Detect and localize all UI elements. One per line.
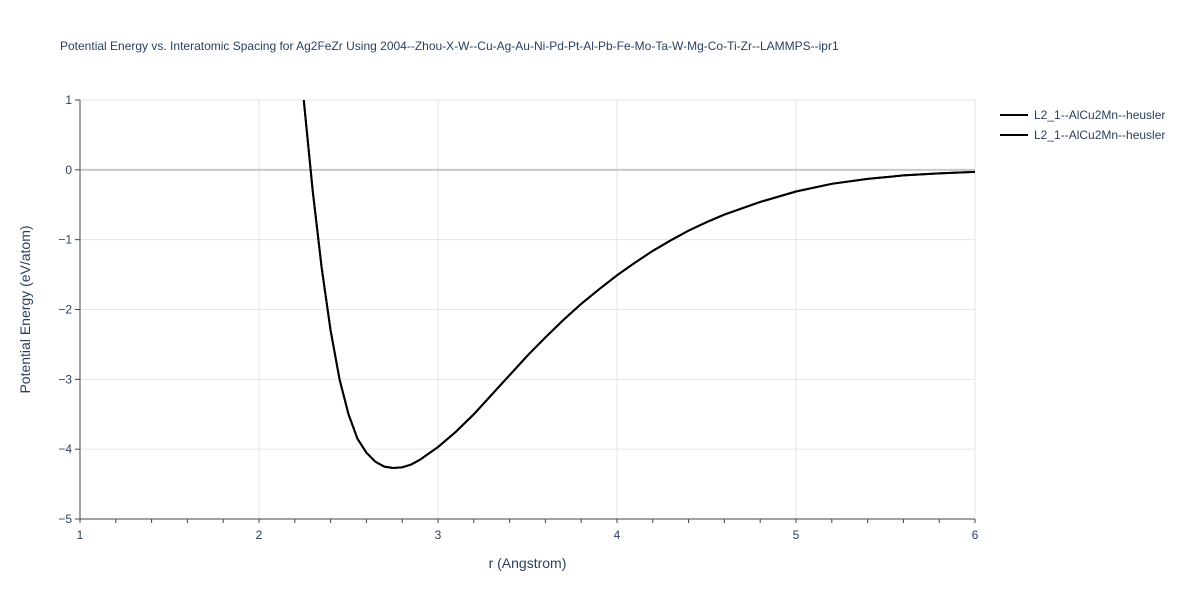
legend-label: L2_1--AlCu2Mn--heusler	[1034, 128, 1165, 142]
series-line-2	[302, 100, 975, 470]
x-tick-label: 3	[435, 528, 442, 542]
legend-item-2[interactable]: L2_1--AlCu2Mn--heusler	[1000, 128, 1165, 142]
x-tick-label: 1	[77, 528, 84, 542]
grid-layer	[80, 99, 976, 519]
y-tick-label: −2	[58, 303, 72, 317]
x-tick-label: 5	[793, 528, 800, 542]
axis-layer: 1 2 3 4 5 6 1 0 −1 −2 −3 −4 −5	[58, 93, 978, 542]
series-line-1	[302, 100, 975, 470]
x-tick-label: 2	[256, 528, 263, 542]
x-tick-label: 6	[972, 528, 979, 542]
y-axis-title: Potential Energy (eV/atom)	[17, 225, 33, 393]
y-tick-label: 0	[65, 163, 72, 177]
x-axis-title: r (Angstrom)	[489, 555, 567, 571]
y-tick-label: −5	[58, 512, 72, 526]
chart-title: Potential Energy vs. Interatomic Spacing…	[60, 39, 839, 53]
legend-item-1[interactable]: L2_1--AlCu2Mn--heusler	[1000, 108, 1165, 122]
x-tick-label: 4	[614, 528, 621, 542]
legend-label: L2_1--AlCu2Mn--heusler	[1034, 108, 1165, 122]
y-tick-label: −3	[58, 372, 72, 386]
y-tick-label: −4	[58, 442, 72, 456]
y-tick-label: 1	[65, 93, 72, 107]
legend[interactable]: L2_1--AlCu2Mn--heusler L2_1--AlCu2Mn--heu…	[1000, 108, 1165, 142]
series-layer	[302, 100, 975, 470]
y-tick-label: −1	[58, 233, 72, 247]
